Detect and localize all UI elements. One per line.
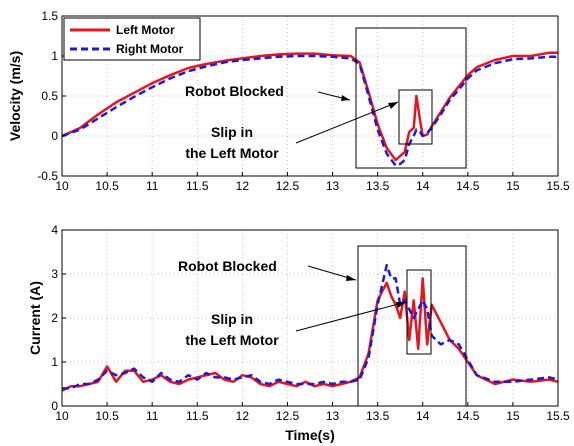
velocity-series	[61, 51, 558, 167]
velocity-y-tick-label: 1	[51, 49, 58, 63]
current-x-ticks: 10 10.5 11 11.5 12 12.5 13 13.5 14 14.5 15 15.5	[55, 402, 570, 423]
current-x-tick-label: 13.5	[366, 409, 390, 423]
current-series	[61, 263, 559, 392]
velocity-x-tick-label: 11.5	[186, 179, 209, 193]
velocity-arrow-slip	[295, 101, 399, 144]
velocity-annotation-slip-line1: Slip in	[211, 124, 253, 140]
velocity-x-tick-label: 14.5	[456, 179, 480, 193]
current-y-axis-label: Current (A)	[27, 281, 43, 355]
legend-label-right-motor: Right Motor	[116, 42, 184, 56]
current-x-tick-label: 12	[236, 409, 250, 423]
current-x-tick-label: 10.5	[95, 409, 119, 423]
current-arrowhead-slip	[396, 302, 406, 308]
velocity-x-ticks: 10 10.5 11 11.5 12 12.5 13 13.5 14 14.5 15 15.5	[55, 172, 570, 193]
velocity-y-tick-label: -0.5	[37, 169, 58, 183]
current-x-tick-label: 11	[146, 409, 159, 423]
current-x-tick-label: 11.5	[186, 409, 209, 423]
current-slip-region-box	[406, 269, 432, 355]
legend-box	[63, 17, 201, 61]
legend-label-left-motor: Left Motor	[116, 23, 175, 37]
current-x-tick-label: 15.5	[546, 409, 570, 423]
velocity-x-tick-label: 15	[506, 179, 520, 193]
legend: Left Motor Right Motor	[63, 17, 201, 61]
current-y-tick-label: 3	[51, 267, 58, 281]
current-x-tick-label: 12.5	[276, 409, 300, 423]
current-x-tick-label: 10	[55, 409, 69, 423]
velocity-x-tick-label: 15.5	[546, 179, 570, 193]
current-annotation-robot-blocked: Robot Blocked	[178, 258, 277, 274]
current-y-tick-label: 1	[51, 355, 58, 369]
current-arrow-slip	[295, 301, 407, 332]
current-y-tick-label: 2	[51, 311, 58, 325]
current-x-tick-label: 14	[416, 409, 430, 423]
current-y-tick-label: 4	[51, 223, 58, 237]
velocity-x-tick-label: 13	[326, 179, 340, 193]
velocity-slip-region-box	[398, 89, 433, 145]
velocity-y-axis-label: Velocity (m/s)	[7, 51, 23, 141]
velocity-series-left-motor	[61, 51, 558, 162]
velocity-y-tick-label: 0.5	[41, 89, 58, 103]
velocity-blocked-region-box	[355, 27, 467, 169]
velocity-arrowhead-robot-blocked	[341, 95, 350, 101]
current-x-tick-label: 13	[326, 409, 340, 423]
velocity-x-tick-label: 13.5	[366, 179, 390, 193]
velocity-x-tick-label: 10.5	[95, 179, 119, 193]
velocity-annotation-robot-blocked: Robot Blocked	[185, 83, 284, 99]
velocity-x-tick-label: 10	[55, 179, 69, 193]
velocity-x-tick-label: 12	[236, 179, 250, 193]
current-arrowhead-robot-blocked	[346, 275, 356, 281]
current-grid	[62, 230, 558, 406]
current-y-tick-label: 0	[51, 399, 58, 413]
velocity-annotation-slip-line2: the Left Motor	[185, 145, 279, 161]
current-x-tick-label: 14.5	[456, 409, 480, 423]
velocity-y-ticks: -0.5 0 0.5 1 1.5	[37, 9, 66, 183]
velocity-x-tick-label: 14	[416, 179, 430, 193]
velocity-x-tick-label: 11	[146, 179, 159, 193]
current-blocked-region-box	[357, 245, 467, 407]
current-annotation-slip-line1: Slip in	[211, 311, 253, 327]
current-x-tick-label: 15	[506, 409, 520, 423]
current-x-axis-label: Time(s)	[285, 427, 335, 443]
velocity-x-tick-label: 12.5	[276, 179, 300, 193]
current-y-ticks: 0 1 2 3 4	[51, 223, 66, 413]
velocity-y-tick-label: 0	[51, 129, 58, 143]
current-chart: 10 10.5 11 11.5 12 12.5 13 13.5 14 14.5 15 15.5 012…	[27, 223, 570, 443]
current-annotation-slip-line2: the Left Motor	[185, 332, 279, 348]
velocity-chart: 10 10.5 11 11.5 12 12.5 13 13.5 14 14.5 15 15.5 -0.…	[7, 9, 570, 193]
current-series-left-motor	[61, 277, 559, 392]
velocity-y-tick-label: 1.5	[41, 9, 58, 23]
velocity-arrowhead-slip	[388, 102, 398, 109]
velocity-series-right-motor	[61, 54, 558, 167]
